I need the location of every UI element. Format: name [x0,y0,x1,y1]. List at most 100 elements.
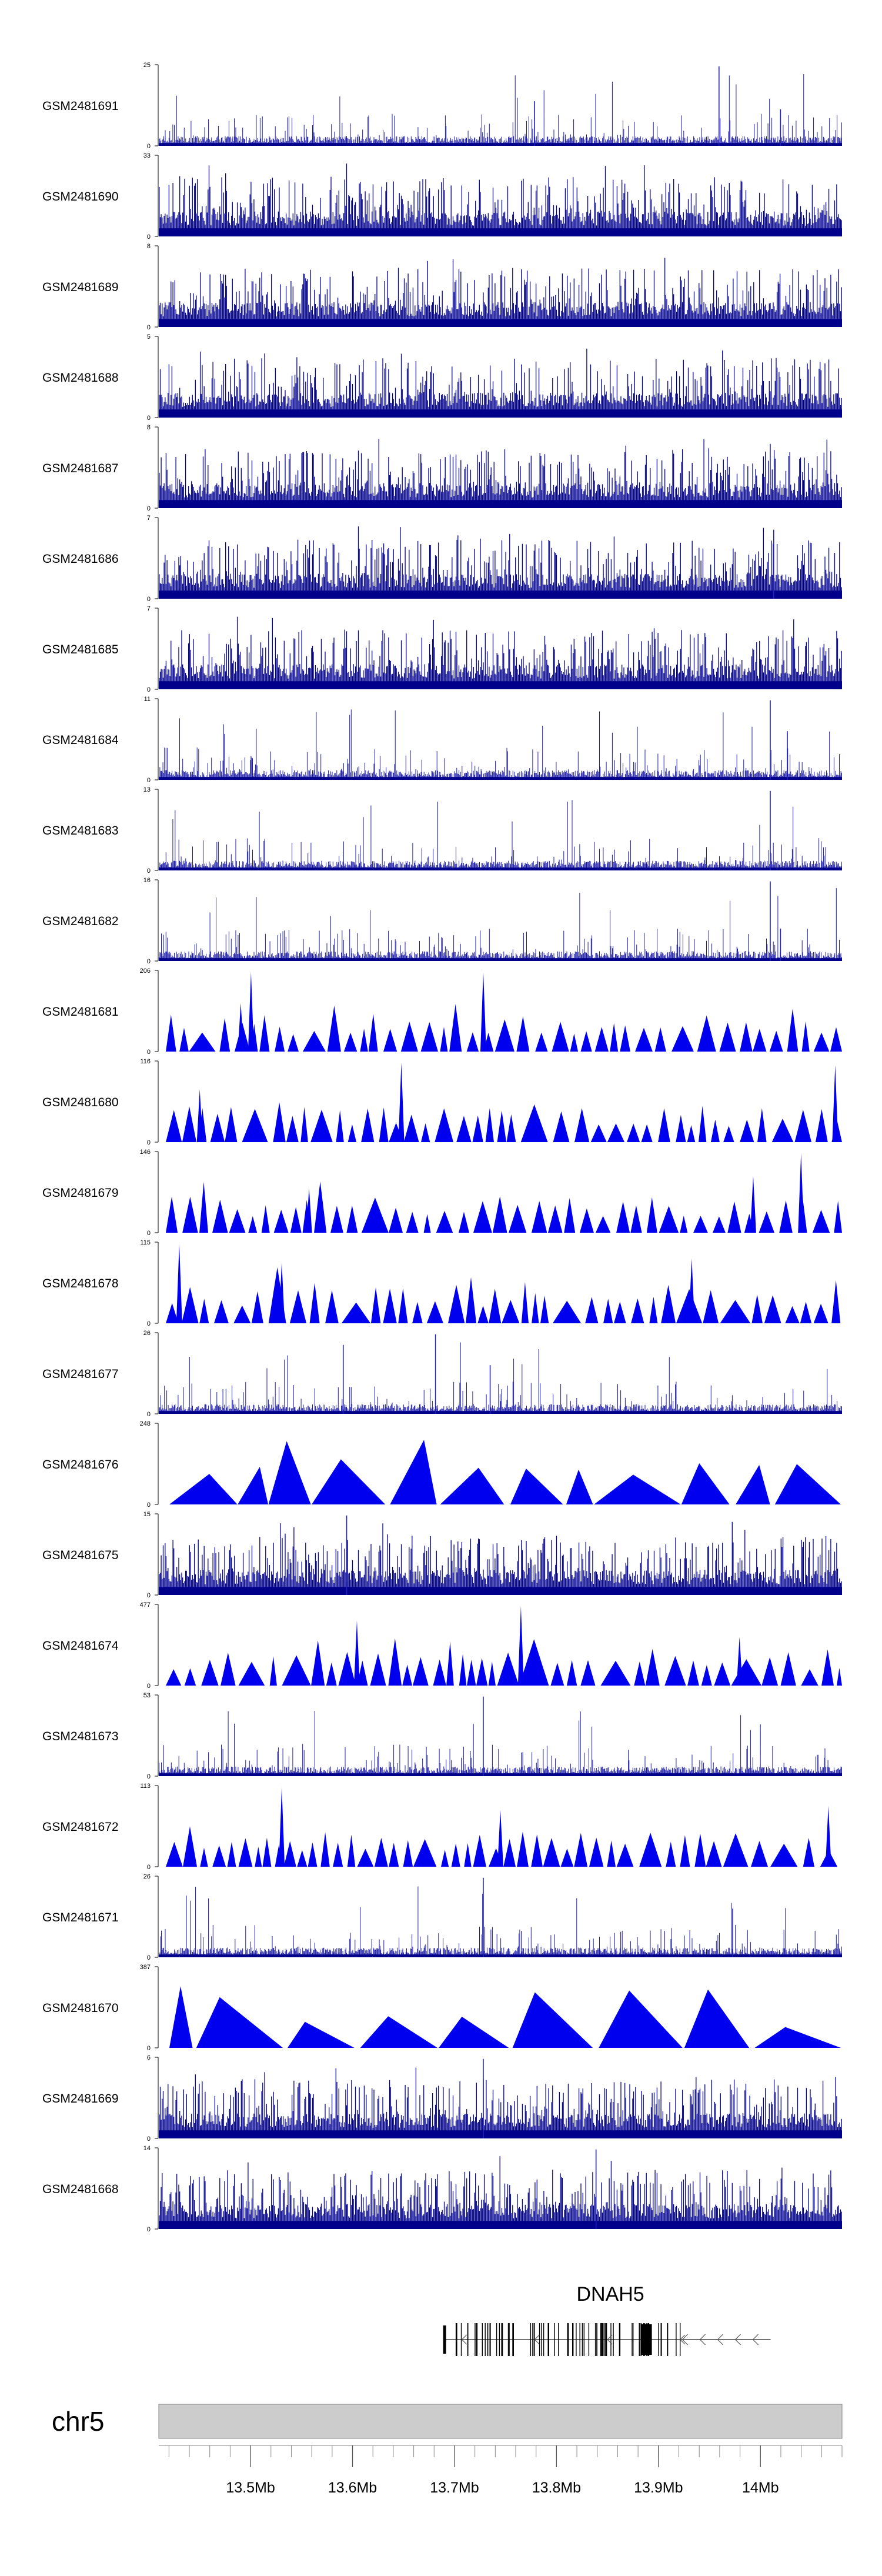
y-min-label: 0 [147,505,151,512]
y-max-label: 116 [140,1058,151,1065]
track-label: GSM2481684 [42,733,119,747]
y-max-label: 477 [140,1601,151,1609]
signal-triangles [166,1267,841,1323]
track-label: GSM2481685 [42,643,119,656]
signal-peak [176,1243,182,1323]
track-GSM2481690: GSM2481690 33 0 [42,152,842,241]
axis-tick-label: 13.5Mb [226,2480,275,2496]
y-min-label: 0 [147,415,151,422]
signal-peak [517,1606,524,1686]
track-GSM2481683: GSM2481683 13 0 [42,786,842,875]
y-min-label: 0 [147,1501,151,1509]
signal-peak [248,972,254,1052]
strand-arrow [680,2334,686,2345]
signal [159,1696,842,1776]
y-min-label: 0 [147,1683,151,1690]
track-label: GSM2481679 [42,1186,119,1200]
track-GSM2481669: GSM2481669 6 0 [42,2054,842,2143]
signal [159,348,842,418]
y-min-label: 0 [147,233,151,241]
signal-peak [279,1262,285,1323]
y-max-label: 53 [143,1692,151,1699]
signal-base [159,500,842,508]
y-max-label: 26 [143,1873,151,1880]
signal [169,1986,841,2048]
axis-tick-label: 13.9Mb [634,2480,683,2496]
signal [159,2149,842,2229]
track-label: GSM2481671 [42,1911,119,1924]
signal-triangles [169,1440,841,1504]
track-label: GSM2481674 [42,1639,119,1653]
track-GSM2481685: GSM2481685 7 0 [42,605,842,693]
signal [166,1153,842,1233]
signal-base [159,1411,842,1414]
signal-bars [159,1711,842,1776]
signal-bars [159,2156,842,2229]
track-label: GSM2481678 [42,1277,119,1290]
y-min-label: 0 [147,143,151,150]
signal-peak [196,1089,203,1142]
signal [159,790,842,870]
track-GSM2481674: GSM2481674 477 0 [42,1601,842,1690]
track-label: GSM2481673 [42,1730,119,1743]
signal-bars [159,1886,842,1957]
track-GSM2481673: GSM2481673 53 0 [42,1692,842,1780]
y-max-label: 6 [147,2054,151,2061]
track-label: GSM2481688 [42,371,119,385]
track-label: GSM2481680 [42,1096,119,1109]
signal-peak [689,1258,695,1323]
y-min-label: 0 [147,1954,151,1961]
signal [166,1062,842,1142]
signal [159,66,842,146]
track-GSM2481686: GSM2481686 7 0 [42,515,842,603]
strand-arrow [461,2334,467,2345]
track-GSM2481689: GSM2481689 8 0 [42,243,842,331]
y-min-label: 0 [147,777,151,784]
signal-triangles [166,1004,842,1052]
track-label: GSM2481687 [42,462,119,475]
track-label: GSM2481668 [42,2183,119,2196]
signal-bars [159,1521,842,1595]
strand-arrow [534,2334,540,2345]
signal [159,526,842,599]
track-label: GSM2481677 [42,1367,119,1381]
strand-arrow [699,2334,706,2345]
y-min-label: 0 [147,2135,151,2143]
y-min-label: 0 [147,1139,151,1146]
y-max-label: 14 [143,2145,151,2152]
gene-exon-block [641,2324,652,2355]
chromosome-label: chr5 [52,2406,104,2437]
signal-triangles [166,1102,842,1142]
track-label: GSM2481669 [42,2092,119,2105]
signal-peak [306,1188,312,1233]
signal-bars [159,887,842,961]
y-max-label: 11 [144,696,151,703]
track-GSM2481684: GSM2481684 11 0 [42,696,842,784]
signal-peak [353,1620,360,1686]
y-max-label: 113 [140,1783,151,1790]
track-GSM2481670: GSM2481670 387 0 [42,1964,841,2052]
y-min-label: 0 [147,2226,151,2233]
signal-peak [736,1637,743,1686]
track-label: GSM2481683 [42,824,119,837]
track-GSM2481691: GSM2481691 25 0 [42,62,842,150]
signal-base [159,319,842,327]
signal-bars [159,163,842,236]
signal [159,258,842,327]
gene-name: DNAH5 [576,2283,644,2305]
signal-base [159,2130,842,2138]
signal-bars [159,439,842,508]
signal-peak [480,972,486,1052]
track-label: GSM2481672 [42,1820,119,1834]
signal-base [159,409,842,418]
y-max-label: 248 [140,1420,151,1427]
y-max-label: 206 [140,967,151,975]
strand-arrow [717,2334,724,2345]
signal-bars [159,348,842,418]
track-label: GSM2481675 [42,1549,119,1562]
signal-bars [159,1342,842,1414]
signal [159,2058,842,2138]
signal-bars [159,258,842,327]
